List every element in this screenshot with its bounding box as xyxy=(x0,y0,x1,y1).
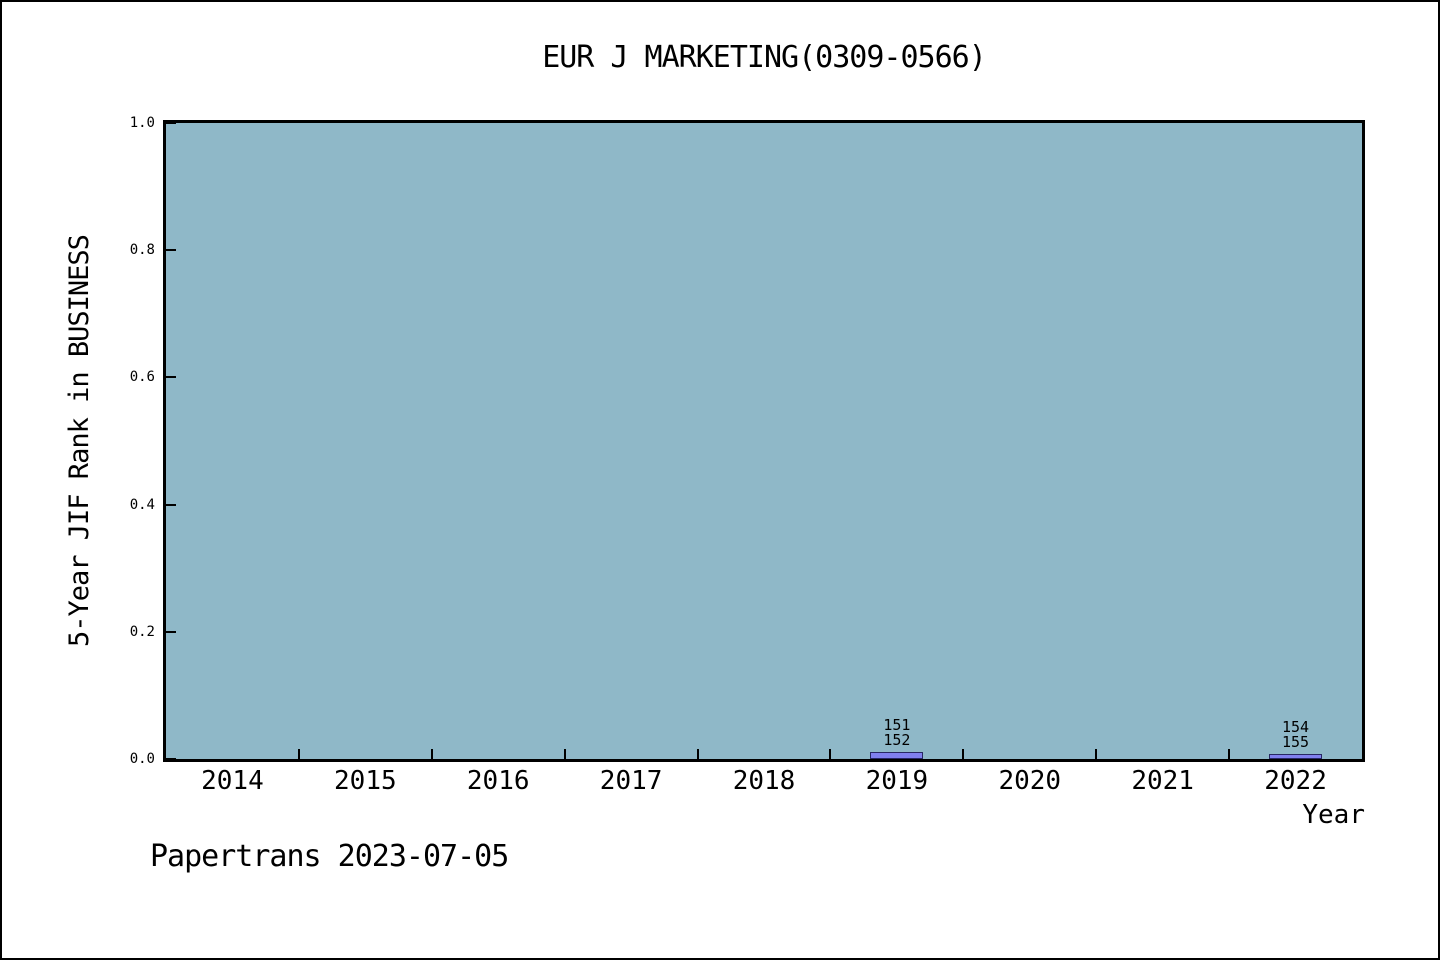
bar-annotation-line: 151 xyxy=(883,716,911,735)
y-tick-mark xyxy=(166,503,176,506)
bar-annotation-2022: 154 155 xyxy=(1226,717,1366,751)
bar-annotation-line: 154 xyxy=(1282,717,1310,736)
plot-area: 151 152 154 155 xyxy=(163,120,1365,762)
x-tick-label: 2020 xyxy=(998,766,1062,796)
x-tick-label: 2016 xyxy=(466,766,530,796)
x-axis-label: Year xyxy=(1302,800,1365,830)
x-tick-label: 2022 xyxy=(1264,766,1327,796)
y-tick-label: 0.8 xyxy=(129,242,155,259)
footer-credit: Papertrans 2023-07-05 xyxy=(150,839,509,874)
y-tick-mark xyxy=(166,249,176,252)
bar-annotation-2019: 151 152 xyxy=(827,718,967,748)
x-tick-label: 2014 xyxy=(201,766,264,796)
y-tick-label: 0.4 xyxy=(129,496,155,513)
x-tick-mark xyxy=(829,749,832,759)
y-tick-mark xyxy=(166,630,176,633)
x-tick-label: 2017 xyxy=(599,766,663,796)
y-tick-label: 1.0 xyxy=(129,115,155,131)
x-tick-label: 2021 xyxy=(1131,766,1194,796)
x-tick-mark xyxy=(1095,749,1098,759)
y-tick-mark xyxy=(166,122,176,124)
y-tick-label: 0.0 xyxy=(129,751,155,767)
y-tick-label: 0.2 xyxy=(129,623,155,640)
x-tick-label: 2015 xyxy=(334,766,397,796)
bar-2019 xyxy=(870,752,924,759)
y-tick-label: 0.6 xyxy=(129,369,155,386)
y-tick-mark xyxy=(166,758,176,760)
x-tick-mark xyxy=(297,749,300,759)
x-tick-mark xyxy=(1228,749,1231,759)
chart-title: EUR J MARKETING(0309-0566) xyxy=(542,40,987,75)
x-tick-mark xyxy=(696,749,699,759)
x-tick-label: 2019 xyxy=(865,766,929,796)
y-tick-mark xyxy=(166,376,176,379)
x-tick-label: 2018 xyxy=(732,766,796,796)
bar-annotation-line: 152 xyxy=(883,731,911,750)
y-axis-label: 5-Year JIF Rank in BUSINESS xyxy=(64,235,95,647)
x-tick-mark xyxy=(563,749,566,759)
x-tick-mark xyxy=(430,749,433,759)
bar-2022 xyxy=(1268,753,1323,759)
x-tick-mark xyxy=(962,749,965,759)
plot-inner: 151 152 154 155 xyxy=(166,122,1362,760)
bar-annotation-line: 155 xyxy=(1282,732,1310,751)
